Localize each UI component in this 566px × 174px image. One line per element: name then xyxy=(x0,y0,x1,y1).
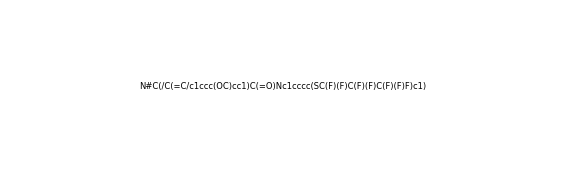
Text: N#C(/C(=C/c1ccc(OC)cc1)C(=O)Nc1cccc(SC(F)(F)C(F)(F)C(F)(F)F)c1): N#C(/C(=C/c1ccc(OC)cc1)C(=O)Nc1cccc(SC(F… xyxy=(139,82,427,92)
